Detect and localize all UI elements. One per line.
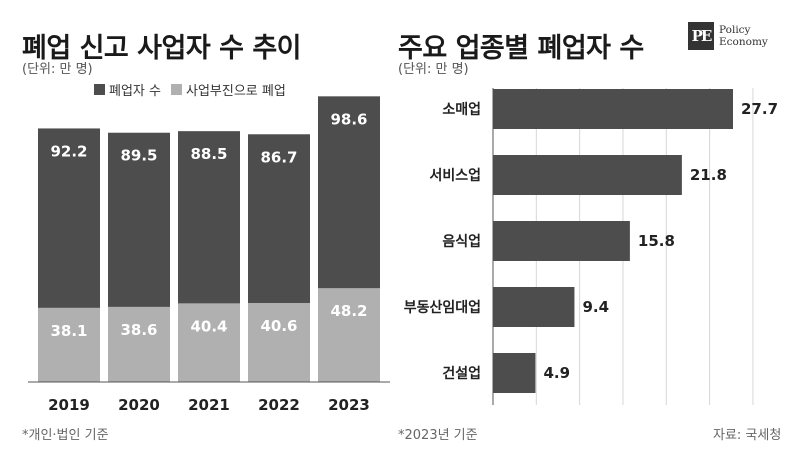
stack-bar-lower-2023 xyxy=(318,288,380,382)
left-chart-title: 폐업 신고 사업자 수 추이 xyxy=(22,33,302,64)
y-tick-label-1: 서비스업 xyxy=(429,168,481,184)
x-tick-label-2021: 2021 xyxy=(188,396,230,414)
logo-line-2: Economy xyxy=(719,36,768,48)
hbar-value-3: 9.4 xyxy=(582,298,609,316)
data-label-lower-2020: 38.6 xyxy=(120,321,157,339)
logo-wordmark: Policy Economy xyxy=(719,24,768,48)
data-label-upper-2019: 92.2 xyxy=(50,142,87,160)
left-chart-legend: 폐업자 수 사업부진으로 폐업 xyxy=(94,80,296,99)
legend-item-closures: 폐업자 수 xyxy=(94,80,161,99)
data-label-lower-2023: 48.2 xyxy=(330,302,367,320)
legend-label-closures: 폐업자 수 xyxy=(109,84,161,99)
y-tick-label-4: 건설업 xyxy=(442,365,481,382)
stack-bar-upper-2023 xyxy=(318,96,380,289)
hbar-2 xyxy=(493,221,630,261)
stack-bar-upper-2021 xyxy=(178,131,240,304)
data-label-upper-2020: 89.5 xyxy=(120,147,157,165)
logo-line-1: Policy xyxy=(719,24,751,36)
y-tick-label-2: 음식업 xyxy=(442,234,481,250)
stack-bar-upper-2022 xyxy=(248,134,310,303)
data-label-lower-2019: 38.1 xyxy=(50,322,87,340)
x-tick-label-2023: 2023 xyxy=(328,396,370,414)
logo-mark-icon: PE xyxy=(688,22,714,50)
data-label-upper-2021: 88.5 xyxy=(190,145,227,163)
data-label-lower-2021: 40.4 xyxy=(190,317,227,335)
legend-label-slump: 사업부진으로 폐업 xyxy=(185,84,286,99)
stack-bar-lower-2021 xyxy=(178,303,240,382)
x-tick-label-2022: 2022 xyxy=(258,396,300,414)
publisher-logo: PE Policy Economy xyxy=(688,22,768,50)
hbar-0 xyxy=(493,89,733,129)
y-tick-label-3: 부동산임대업 xyxy=(404,299,481,316)
hbar-value-4: 4.9 xyxy=(543,364,570,382)
hbar-value-0: 27.7 xyxy=(741,100,778,118)
right-chart-title: 주요 업종별 폐업자 수 xyxy=(398,33,644,64)
hbar-value-1: 21.8 xyxy=(690,166,727,184)
hbar-value-2: 15.8 xyxy=(638,232,675,250)
data-label-upper-2023: 98.6 xyxy=(330,110,367,128)
left-chart-footnote: *개인·법인 기준 xyxy=(22,428,109,443)
legend-swatch-slump xyxy=(170,84,182,95)
source-note: 자료: 국세청 xyxy=(713,428,782,443)
data-label-lower-2022: 40.6 xyxy=(260,317,297,335)
legend-swatch-closures xyxy=(94,84,105,95)
x-tick-label-2019: 2019 xyxy=(48,396,90,414)
stack-bar-lower-2022 xyxy=(248,302,310,382)
hbar-4 xyxy=(493,353,536,393)
left-chart-unit: (단위: 만 명) xyxy=(22,62,93,77)
data-label-upper-2022: 86.7 xyxy=(260,148,297,166)
hbar-3 xyxy=(493,287,575,327)
stack-bar-upper-2020 xyxy=(108,132,170,307)
stack-bar-lower-2019 xyxy=(38,307,100,382)
right-chart-unit: (단위: 만 명) xyxy=(398,62,469,77)
x-tick-label-2020: 2020 xyxy=(118,396,160,414)
right-chart-footnote: *2023년 기준 xyxy=(398,428,478,443)
legend-item-slump: 사업부진으로 폐업 xyxy=(170,80,286,99)
hbar-1 xyxy=(493,155,682,195)
y-tick-label-0: 소매업 xyxy=(442,102,481,118)
stack-bar-upper-2019 xyxy=(38,128,100,308)
stack-bar-lower-2020 xyxy=(108,306,170,382)
